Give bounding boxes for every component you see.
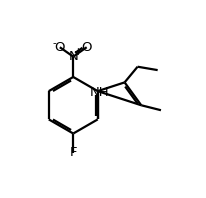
Text: +: + <box>74 47 82 57</box>
Text: N: N <box>68 50 78 63</box>
Text: O: O <box>81 41 92 54</box>
Text: O: O <box>55 41 65 54</box>
Text: F: F <box>69 146 77 159</box>
Text: NH: NH <box>89 86 109 99</box>
Text: -: - <box>53 38 57 48</box>
